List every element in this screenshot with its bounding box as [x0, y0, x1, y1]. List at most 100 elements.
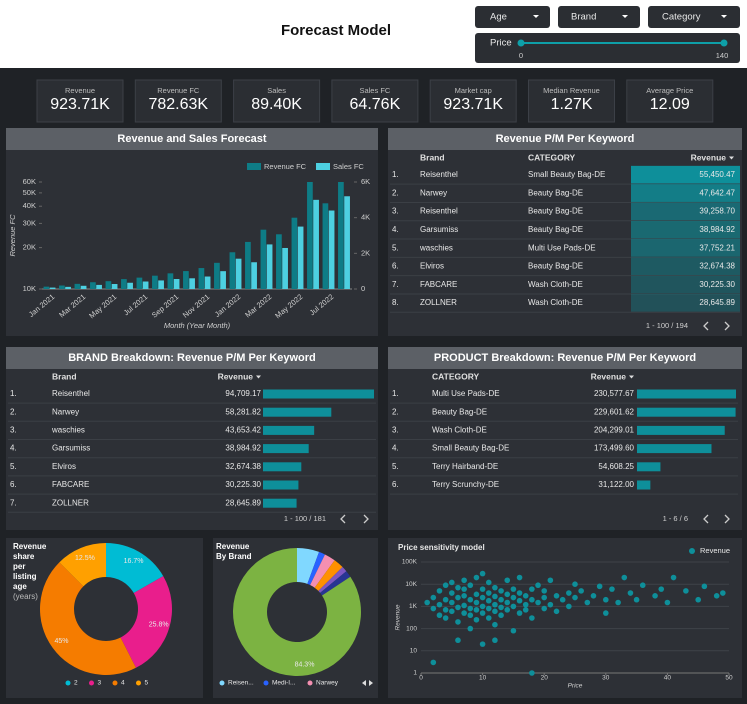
scatter-point [510, 603, 517, 610]
legend-swatch [307, 680, 313, 686]
scatter-point [510, 586, 517, 592]
scatter-point [541, 594, 547, 601]
row-number: 3. [392, 207, 399, 216]
row-label: Narwey [52, 407, 79, 416]
row-number: 5. [10, 462, 17, 471]
row-label: waschies [51, 426, 85, 435]
scatter-point [541, 605, 547, 612]
scatter-point [529, 586, 535, 592]
scatter-point [504, 577, 511, 584]
scatter-point [455, 619, 461, 625]
scatter-point [461, 602, 467, 609]
y-tick-label: 10K [405, 581, 417, 588]
age-dropdown[interactable] [475, 6, 550, 28]
slider-knob[interactable] [720, 39, 728, 47]
scatter-point [479, 610, 486, 616]
pagination: 1 - 6 / 6 [663, 514, 688, 523]
heat-cell [631, 257, 740, 276]
value-label: 32,674.38 [699, 262, 735, 271]
scatter-point [492, 621, 498, 628]
y2-tick-label: 0 [361, 284, 365, 293]
scatter-point [442, 596, 449, 603]
y-tick-label: 50K [23, 188, 36, 197]
page-arrow[interactable] [703, 321, 709, 331]
x-tick-label: 50 [725, 675, 733, 682]
scatter-point [449, 599, 455, 606]
row-number: 6. [10, 480, 17, 489]
value-label: 230,577.67 [594, 389, 635, 398]
slice-label: 16.7% [124, 558, 144, 565]
value-label: 173,499.60 [594, 444, 635, 453]
panel-header [388, 128, 742, 150]
legend-swatch [689, 548, 695, 554]
scatter-point [658, 586, 665, 592]
pie-slice [59, 543, 106, 587]
value-label: 47,642.47 [699, 188, 735, 197]
scatter-point [492, 601, 498, 608]
bar [204, 276, 211, 289]
bar [344, 196, 350, 289]
bar [152, 275, 158, 289]
scatter-point [498, 604, 504, 611]
cell-text: Beauty Bag-DE [528, 262, 583, 271]
scatter-point [498, 596, 504, 603]
scatter-point [627, 590, 634, 596]
sort-arrow [629, 375, 634, 379]
category-dropdown[interactable] [648, 6, 740, 28]
heat-cell [631, 293, 740, 312]
row-number: 7. [392, 280, 399, 289]
legend-next[interactable] [369, 680, 373, 686]
pie-slice [120, 576, 173, 668]
row-label: ZOLLNER [52, 498, 89, 507]
row-number: 2. [392, 188, 399, 197]
x-tick-label: 20 [541, 675, 549, 682]
scatter-point [510, 594, 517, 601]
scatter-point [522, 601, 529, 608]
value-label: 204,299.01 [594, 426, 635, 435]
column-header: Revenue [691, 152, 727, 162]
bar [328, 210, 335, 289]
legend-label: Revenue FC [264, 162, 307, 171]
y-tick-label: 1K [409, 603, 418, 610]
legend-prev[interactable] [362, 680, 366, 686]
panel [6, 347, 378, 530]
panel-title: Revenue P/M Per Keyword [496, 133, 635, 145]
brand-label: Brand [571, 12, 596, 23]
kpi-value: 923.71K [50, 96, 110, 113]
scatter-point [504, 591, 511, 598]
slider-knob[interactable] [517, 39, 525, 47]
kpi-label: Median Revenue [543, 86, 600, 95]
page-arrow[interactable] [340, 514, 346, 524]
scatter-point [541, 588, 547, 594]
slice-label: 45% [54, 638, 68, 645]
bar [198, 268, 205, 289]
row-number: 1. [392, 170, 399, 179]
bar [220, 271, 226, 289]
page-arrow[interactable] [363, 514, 369, 524]
bar [173, 279, 180, 289]
scatter-point [578, 588, 584, 594]
cell-text: Reisenthel [420, 170, 458, 179]
page-arrow[interactable] [703, 514, 709, 524]
page-arrow[interactable] [724, 321, 730, 331]
scatter-point [473, 599, 480, 606]
row-number: 7. [10, 498, 17, 507]
bar [158, 280, 164, 289]
brand-dropdown[interactable] [558, 6, 640, 28]
page-arrow[interactable] [724, 514, 730, 524]
scatter-point [455, 604, 461, 611]
scatter-point [430, 605, 437, 612]
scatter-point [430, 594, 437, 601]
bar [313, 199, 319, 289]
panel-title: PRODUCT Breakdown: Revenue P/M Per Keywo… [434, 352, 696, 364]
y-tick-label: 10 [410, 648, 418, 655]
column-header: Revenue [218, 371, 254, 381]
dropdown-arrow [721, 15, 727, 18]
kpi-label: Market cap [455, 86, 492, 95]
value-label: 58,281.82 [225, 407, 261, 416]
kpi-value: 64.76K [350, 96, 401, 113]
value-label: 38,984.92 [699, 225, 735, 234]
sort-arrow [729, 156, 734, 160]
kpi-card [134, 79, 222, 123]
